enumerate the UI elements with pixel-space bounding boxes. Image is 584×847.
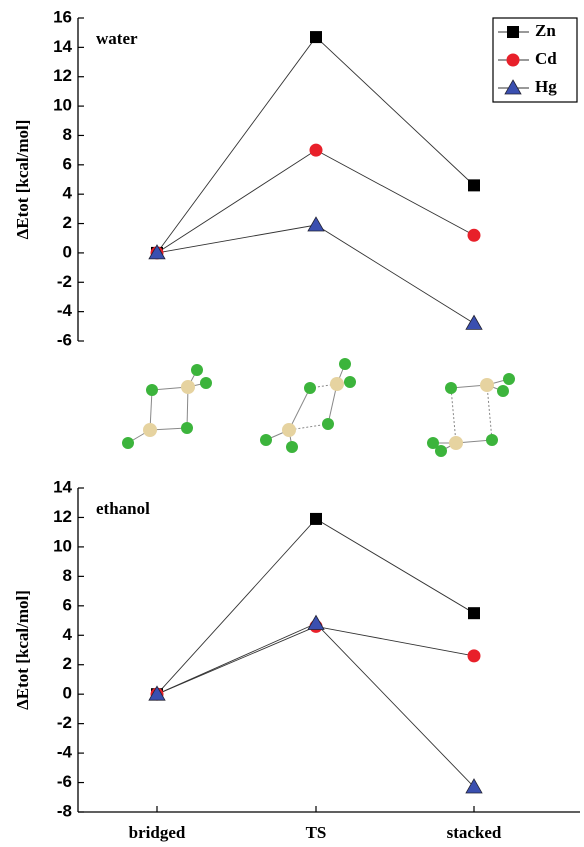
y-tick-label: 4 [63, 184, 73, 203]
marker [466, 315, 482, 329]
y-tick-label: 10 [53, 536, 72, 555]
figure: -6 -4 -2 0 2 4 6 8 10 12 14 16 water ΔEtot [kcal/mol]… [0, 0, 584, 847]
legend-label: Cd [535, 49, 557, 68]
y-tick-label: 12 [53, 66, 72, 85]
legend-label: Hg [535, 77, 557, 96]
y-axis-label: ΔEtot [kcal/mol] [13, 120, 32, 240]
x-tick-label: bridged [129, 823, 186, 842]
y-tick-label: 2 [63, 654, 72, 673]
y-tick-label: 10 [53, 96, 72, 115]
marker [308, 217, 324, 231]
marker [468, 229, 481, 242]
marker [468, 179, 480, 191]
y-tick-label: -6 [57, 330, 72, 349]
y-tick-label: -2 [57, 272, 72, 291]
y-tick-label: 12 [53, 507, 72, 526]
marker [310, 31, 322, 43]
y-tick-label: 2 [63, 213, 72, 232]
x-tick-label: TS [306, 823, 327, 842]
y-tick-label: -8 [57, 801, 72, 820]
legend-marker [507, 26, 519, 38]
y-tick-label: 0 [63, 242, 72, 261]
y-tick-label: 8 [63, 566, 72, 585]
y-tick-label: -4 [57, 301, 73, 320]
x-tick-label: stacked [447, 823, 502, 842]
marker [310, 513, 322, 525]
y-tick-label: 4 [63, 625, 73, 644]
marker [310, 144, 323, 157]
y-tick-label: 0 [63, 684, 72, 703]
y-tick-label: 14 [53, 37, 72, 56]
y-tick-label: 6 [63, 154, 72, 173]
y-axis-label: ΔEtot [kcal/mol] [13, 590, 32, 710]
y-tick-label: 6 [63, 595, 72, 614]
panel-annotation: water [96, 29, 138, 48]
marker [308, 615, 324, 629]
series-line [157, 519, 474, 694]
series-line [157, 225, 474, 323]
y-tick-label: -4 [57, 743, 73, 762]
y-tick-label: -2 [57, 713, 72, 732]
y-tick-label: 8 [63, 125, 72, 144]
y-tick-label: 14 [53, 477, 72, 496]
y-tick-label: 16 [53, 7, 72, 26]
series-line [157, 623, 474, 786]
series-line [157, 150, 474, 253]
legend-marker [507, 54, 520, 67]
molecules [122, 358, 515, 457]
legend-label: Zn [535, 21, 556, 40]
marker [468, 649, 481, 662]
y-tick-label: -6 [57, 772, 72, 791]
panel-annotation: ethanol [96, 499, 150, 518]
marker [468, 607, 480, 619]
series-line [157, 626, 474, 694]
